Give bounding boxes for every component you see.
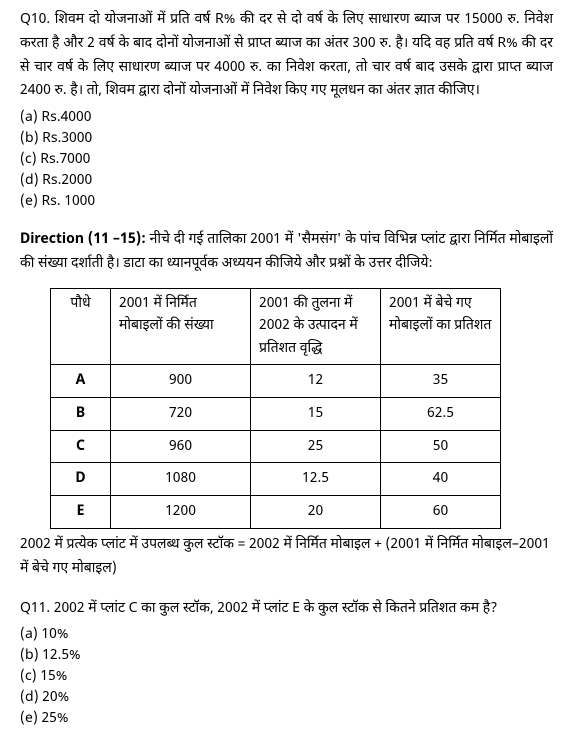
header-col1: पौधे (51, 288, 111, 364)
direction-text: Direction (11 –15): नीचे दी गई तालिका 20… (20, 228, 553, 276)
cell-manufactured: 1080 (111, 463, 251, 496)
header-col4: 2001 में बेचे गए मोबाइलों का प्रतिशत (381, 288, 501, 364)
header-col2: 2001 में निर्मित मोबाइलों की संख्या (111, 288, 251, 364)
q10-option-e: (e) Rs. 1000 (20, 191, 553, 212)
q10-text: Q10. शिवम दो योजनाओं में प्रति वर्ष R% क… (20, 8, 553, 103)
table-row: C 960 25 50 (51, 430, 501, 463)
q10-option-a: (a) Rs.4000 (20, 107, 553, 128)
q10-option-b: (b) Rs.3000 (20, 128, 553, 149)
cell-manufactured: 720 (111, 397, 251, 430)
cell-plant: A (51, 364, 111, 397)
table-row: E 1200 20 60 (51, 496, 501, 529)
q10-options: (a) Rs.4000 (b) Rs.3000 (c) Rs.7000 (d) … (20, 107, 553, 212)
cell-sold: 40 (381, 463, 501, 496)
cell-plant: D (51, 463, 111, 496)
cell-manufactured: 1200 (111, 496, 251, 529)
cell-increase: 25 (251, 430, 381, 463)
q11-options: (a) 10% (b) 12.5% (c) 15% (d) 20% (e) 25… (20, 624, 553, 729)
table-row: A 900 12 35 (51, 364, 501, 397)
q11-option-d: (d) 20% (20, 687, 553, 708)
q11-option-b: (b) 12.5% (20, 645, 553, 666)
cell-increase: 12.5 (251, 463, 381, 496)
table-row: B 720 15 62.5 (51, 397, 501, 430)
q11-option-a: (a) 10% (20, 624, 553, 645)
cell-increase: 12 (251, 364, 381, 397)
cell-sold: 35 (381, 364, 501, 397)
cell-increase: 20 (251, 496, 381, 529)
q11-option-e: (e) 25% (20, 708, 553, 729)
table-row: D 1080 12.5 40 (51, 463, 501, 496)
cell-increase: 15 (251, 397, 381, 430)
direction-label: Direction (11 –15): (20, 230, 146, 249)
cell-plant: E (51, 496, 111, 529)
data-table: पौधे 2001 में निर्मित मोबाइलों की संख्या… (50, 288, 501, 529)
cell-plant: B (51, 397, 111, 430)
cell-sold: 62.5 (381, 397, 501, 430)
cell-manufactured: 960 (111, 430, 251, 463)
cell-sold: 60 (381, 496, 501, 529)
q11-text: Q11. 2002 में प्लांट C का कुल स्टॉक, 200… (20, 597, 553, 621)
q11-option-c: (c) 15% (20, 666, 553, 687)
formula-text: 2002 में प्रत्येक प्लांट में उपलब्ध कुल … (20, 533, 553, 581)
cell-plant: C (51, 430, 111, 463)
table-header-row: पौधे 2001 में निर्मित मोबाइलों की संख्या… (51, 288, 501, 364)
q10-option-c: (c) Rs.7000 (20, 149, 553, 170)
cell-manufactured: 900 (111, 364, 251, 397)
header-col3: 2001 की तुलना में 2002 के उत्पादन में प्… (251, 288, 381, 364)
q10-option-d: (d) Rs.2000 (20, 170, 553, 191)
cell-sold: 50 (381, 430, 501, 463)
